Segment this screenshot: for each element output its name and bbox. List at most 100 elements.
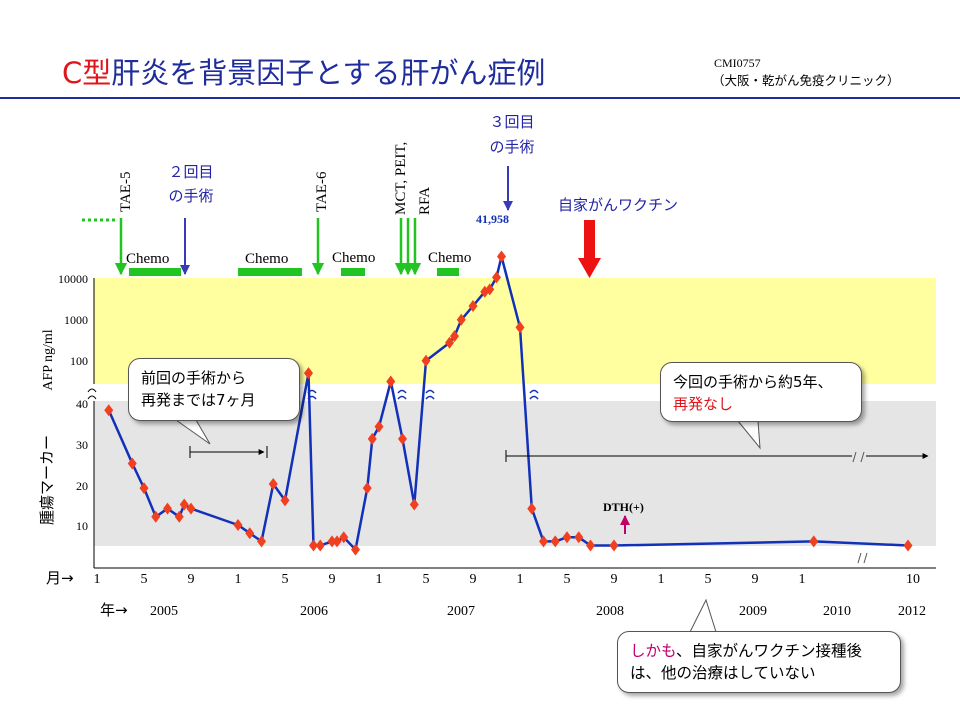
year-label: 2007 — [447, 604, 475, 619]
afp-data-point — [280, 494, 290, 507]
month-tick-label: 1 — [517, 572, 524, 587]
afp-data-point — [497, 250, 506, 263]
afp-data-point — [515, 321, 525, 334]
no-recurrence-callout-line1: 今回の手術から約5年、 — [673, 373, 833, 391]
x-axis-year-label: 年→ — [100, 601, 128, 619]
title-prefix: C型 — [62, 56, 112, 90]
chemo-bar — [437, 268, 459, 276]
afp-data-point — [445, 336, 454, 349]
recurrence-callout-line2: 再発までは7ヶ月 — [141, 391, 256, 409]
afp-data-point — [574, 531, 584, 544]
recurrence-callout: 前回の手術から 再発までは7ヶ月 — [128, 358, 300, 421]
note-callout-pointer — [689, 598, 717, 633]
afp-data-point — [179, 498, 189, 511]
clinic-name: （大阪・乾がん免疫クリニック） — [712, 73, 900, 88]
x-axis-month-label: 月→ — [46, 569, 74, 587]
surgery2-label-line2: の手術 — [168, 187, 213, 205]
note-callout: しかも、自家がんワクチン接種後 は、他の治療はしていない — [617, 631, 901, 693]
y-tick-label: 20 — [76, 479, 88, 493]
title-divider — [0, 97, 960, 99]
axis-break-mark — [852, 451, 865, 463]
year-label: 2009 — [739, 604, 767, 619]
series-break-mark — [529, 389, 539, 400]
afp-data-point — [903, 539, 913, 552]
y-tick-label: 40 — [76, 397, 88, 411]
month-tick-label: 1 — [799, 572, 806, 587]
afp-data-point — [351, 543, 360, 556]
chemo-bar — [238, 268, 302, 276]
afp-data-point — [186, 502, 196, 515]
year-label: 2005 — [150, 604, 178, 619]
title-main: 肝炎を背景因子とする肝がん症例 — [111, 56, 546, 90]
month-tick-label: 5 — [423, 572, 430, 587]
chemo-bar — [341, 268, 365, 276]
afp-data-point — [127, 457, 137, 470]
month-tick-label: 9 — [611, 572, 618, 587]
afp-data-point — [550, 535, 560, 548]
month-tick-label: 5 — [141, 572, 148, 587]
afp-data-point — [315, 539, 325, 552]
afp-data-point — [339, 531, 349, 544]
afp-data-point — [468, 299, 478, 312]
note-callout-emphasis: しかも — [630, 642, 677, 660]
vaccine-arrow — [578, 220, 601, 278]
afp-data-point — [151, 510, 161, 523]
month-tick-label: 10 — [906, 572, 920, 587]
surgery3-label-line1: ３回目 — [489, 113, 534, 131]
afp-data-point — [268, 478, 278, 490]
month-tick-label: 1 — [658, 572, 665, 587]
afp-data-point — [163, 502, 172, 515]
surgery3-label-line2: の手術 — [489, 138, 534, 156]
month-tick-label: 9 — [188, 572, 195, 587]
y-tick-label: 1000 — [64, 313, 88, 327]
afp-data-point — [409, 498, 419, 511]
year-label: 2008 — [596, 604, 624, 619]
y-axis-label-en: AFP ng/ml — [41, 329, 56, 390]
y-tick-label: 10 — [76, 519, 88, 533]
recurrence-callout-line1: 前回の手術から — [141, 369, 247, 387]
chemo-label: Chemo — [332, 250, 375, 266]
no-recurrence-callout-line2: 再発なし — [673, 395, 734, 413]
afp-data-point — [362, 482, 372, 495]
afp-data-point — [609, 539, 619, 552]
afp-data-point — [539, 535, 548, 548]
afp-data-point — [386, 375, 396, 388]
month-tick-label: 9 — [329, 572, 336, 587]
mct-label: MCT, PEIT, — [393, 142, 409, 215]
page-title: C型肝炎を背景因子とする肝がん症例 — [62, 50, 545, 92]
chemo-bar — [129, 268, 181, 276]
month-tick-label: 1 — [376, 572, 383, 587]
note-callout-line2: は、他の治療はしていない — [630, 664, 816, 682]
afp-data-point — [562, 531, 572, 544]
case-code: CMI0757 — [714, 56, 761, 70]
series-break-mark — [397, 389, 407, 400]
month-tick-label: 1 — [94, 572, 101, 587]
afp-data-point — [257, 535, 266, 548]
axis-break-mark — [857, 552, 868, 564]
afp-data-point — [327, 535, 337, 548]
year-label: 2012 — [898, 604, 926, 619]
afp-data-point — [332, 535, 342, 548]
year-label: 2006 — [300, 604, 328, 619]
chemo-label: Chemo — [126, 251, 169, 267]
y-axis-break — [87, 388, 97, 400]
series-break-mark — [425, 389, 435, 400]
afp-data-point — [527, 502, 537, 515]
afp-data-point — [450, 330, 459, 343]
afp-data-point — [367, 432, 377, 445]
month-tick-label: 1 — [235, 572, 242, 587]
afp-data-point — [245, 527, 255, 540]
tae6-label: TAE-6 — [314, 171, 330, 212]
afp-data-point — [304, 367, 313, 380]
year-label: 2010 — [823, 604, 851, 619]
afp-data-point — [421, 354, 431, 367]
y-axis-label-jp: 腫瘍マーカー — [38, 435, 56, 525]
low-range-band — [94, 401, 936, 546]
rfa-label: RFA — [417, 187, 433, 215]
vaccine-label: 自家がんワクチン — [558, 196, 678, 214]
month-tick-label: 5 — [282, 572, 289, 587]
afp-data-point — [809, 535, 819, 548]
dth-label: DTH(+) — [603, 500, 644, 514]
month-tick-label: 9 — [752, 572, 759, 587]
afp-data-point — [398, 432, 407, 445]
